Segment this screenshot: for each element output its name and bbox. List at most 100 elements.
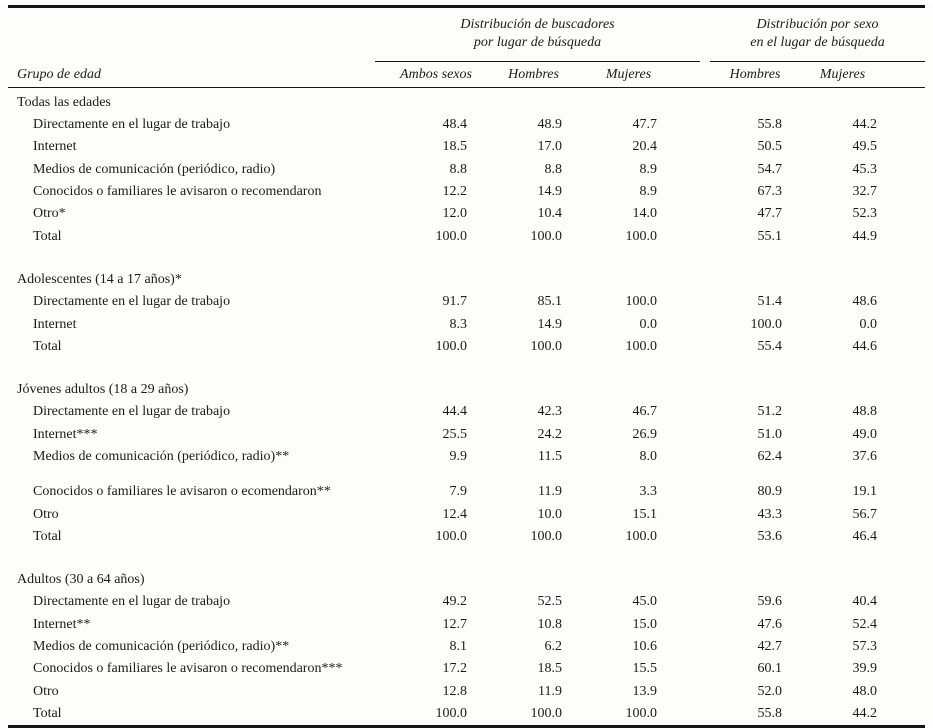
cell-hombres-2: 50.5 bbox=[757, 139, 783, 155]
cell-hombres-2: 51.4 bbox=[757, 294, 783, 310]
cell-group-gap bbox=[665, 336, 700, 358]
cell-group-gap bbox=[665, 658, 700, 680]
cell-group-sep bbox=[700, 446, 710, 468]
table-row: Internet** 12.7 10.8 15.0 47.6 52.4 bbox=[8, 614, 925, 636]
table-row: Total 100.0 100.0 100.0 55.4 44.6 bbox=[8, 336, 925, 358]
group-header-distribution-by-place: Distribución de buscadores por lugar de … bbox=[375, 6, 700, 62]
spacer-cell bbox=[8, 468, 925, 481]
cell-tail bbox=[885, 181, 925, 203]
cell-group-gap bbox=[665, 136, 700, 158]
cell-hombres-1: 11.5 bbox=[538, 449, 562, 464]
cell-hombres-1: 10.8 bbox=[537, 616, 563, 632]
column-header-sep-cell bbox=[700, 61, 710, 88]
cell-group-gap bbox=[665, 636, 700, 658]
row-label: Internet** bbox=[33, 616, 91, 632]
cell-ambos-sexos: 7.9 bbox=[449, 484, 468, 500]
cell-group-gap bbox=[665, 114, 700, 136]
row-label: Conocidos o familiares le avisaron o eco… bbox=[33, 484, 331, 500]
cell-hombres-2: 47.6 bbox=[757, 616, 783, 632]
cell-hombres-2: 59.6 bbox=[757, 594, 783, 610]
cell-ambos-sexos: 44.4 bbox=[442, 404, 468, 420]
row-label: Otro bbox=[33, 506, 59, 522]
cell-ambos-sexos: 12.4 bbox=[442, 506, 468, 522]
table-row: Directamente en el lugar de trabajo 91.7 8… bbox=[8, 291, 925, 313]
section-spacer-row bbox=[8, 358, 925, 379]
cell-ambos-sexos: 8.3 bbox=[449, 316, 468, 332]
cell-hombres-1: 14.9 bbox=[537, 316, 563, 332]
cell-group-sep bbox=[700, 114, 710, 136]
cell-mujeres-2: 46.4 bbox=[852, 528, 878, 544]
cell-hombres-1: 100.0 bbox=[530, 338, 563, 354]
cell-mujeres-2: 40.4 bbox=[852, 594, 878, 610]
cell-group-gap bbox=[665, 203, 700, 225]
cell-tail bbox=[885, 614, 925, 636]
cell-mujeres-2: 48.8 bbox=[852, 404, 878, 420]
document-page: Distribución de buscadores por lugar de … bbox=[0, 5, 933, 728]
cell-hombres-2: 53.6 bbox=[757, 528, 783, 544]
cell-group-sep bbox=[700, 424, 710, 446]
cell-hombres-2: 51.0 bbox=[757, 426, 783, 442]
cell-group-gap bbox=[665, 681, 700, 703]
table-row: Internet*** 25.5 24.2 26.9 51.0 49.0 bbox=[8, 424, 925, 446]
cell-group-gap bbox=[665, 401, 700, 423]
cell-hombres-2: 54.7 bbox=[757, 161, 783, 177]
cell-mujeres-2: 44.6 bbox=[852, 338, 878, 354]
cell-mujeres-2: 48.6 bbox=[852, 294, 878, 310]
cell-mujeres-1: 8.9 bbox=[639, 161, 658, 177]
cell-mujeres-1: 100.0 bbox=[625, 705, 658, 721]
row-label: Conocidos o familiares le avisaron o rec… bbox=[33, 661, 343, 677]
column-header-grupo-de-edad: Grupo de edad bbox=[8, 61, 375, 88]
table-row: Conocidos o familiares le avisaron o eco… bbox=[8, 481, 925, 503]
cell-ambos-sexos: 100.0 bbox=[435, 705, 468, 721]
cell-hombres-2: 100.0 bbox=[750, 316, 783, 332]
cell-mujeres-1: 100.0 bbox=[625, 294, 658, 310]
cell-tail bbox=[885, 159, 925, 181]
cell-hombres-1: 17.0 bbox=[537, 139, 563, 155]
cell-tail bbox=[885, 401, 925, 423]
cell-hombres-1: 100.0 bbox=[530, 705, 563, 721]
cell-group-gap bbox=[665, 291, 700, 313]
table-row: Directamente en el lugar de trabajo 48.4 4… bbox=[8, 114, 925, 136]
spacer-cell bbox=[8, 358, 925, 379]
section-spacer-row bbox=[8, 548, 925, 569]
table-row: Internet 18.5 17.0 20.4 50.5 49.5 bbox=[8, 136, 925, 158]
cell-mujeres-1: 100.0 bbox=[625, 528, 658, 544]
cell-mujeres-2: 37.6 bbox=[852, 449, 878, 464]
table-row: Otro* 12.0 10.4 14.0 47.7 52.3 bbox=[8, 203, 925, 225]
cell-tail bbox=[885, 424, 925, 446]
column-header-hombres-2: Hombres bbox=[710, 61, 790, 88]
cell-tail bbox=[885, 658, 925, 680]
row-label: Conocidos o familiares le avisaron o rec… bbox=[33, 184, 322, 200]
cell-hombres-1: 52.5 bbox=[537, 594, 563, 610]
cell-hombres-1: 10.0 bbox=[537, 506, 563, 522]
cell-mujeres-1: 15.1 bbox=[632, 506, 658, 522]
cell-group-sep bbox=[700, 336, 710, 358]
cell-tail bbox=[885, 114, 925, 136]
cell-hombres-1: 42.3 bbox=[537, 404, 563, 420]
cell-group-sep bbox=[700, 614, 710, 636]
cell-group-gap bbox=[665, 503, 700, 525]
cell-mujeres-2: 19.1 bbox=[852, 484, 878, 500]
cell-ambos-sexos: 8.8 bbox=[449, 161, 468, 177]
table-row: Directamente en el lugar de trabajo 49.2 5… bbox=[8, 591, 925, 613]
row-label: Internet bbox=[33, 139, 77, 155]
cell-mujeres-1: 14.0 bbox=[632, 206, 658, 222]
section-title: Jóvenes adultos (18 a 29 años) bbox=[17, 382, 189, 398]
cell-tail bbox=[885, 291, 925, 313]
cell-mujeres-2: 44.2 bbox=[852, 705, 878, 721]
section-header-row: Jóvenes adultos (18 a 29 años) bbox=[8, 379, 925, 401]
cell-mujeres-1: 15.5 bbox=[632, 661, 658, 677]
cell-hombres-1: 100.0 bbox=[530, 228, 563, 244]
cell-mujeres-2: 44.2 bbox=[852, 117, 878, 133]
cell-mujeres-1: 3.3 bbox=[639, 484, 658, 500]
group-header-gap bbox=[700, 7, 710, 62]
cell-group-sep bbox=[700, 401, 710, 423]
cell-group-sep bbox=[700, 136, 710, 158]
intra-section-gap-row bbox=[8, 468, 925, 481]
cell-group-gap bbox=[665, 225, 700, 247]
row-label: Total bbox=[33, 338, 62, 354]
cell-group-sep bbox=[700, 526, 710, 548]
cell-hombres-2: 55.8 bbox=[757, 117, 783, 133]
cell-group-gap bbox=[665, 703, 700, 727]
cell-mujeres-1: 13.9 bbox=[632, 683, 658, 699]
